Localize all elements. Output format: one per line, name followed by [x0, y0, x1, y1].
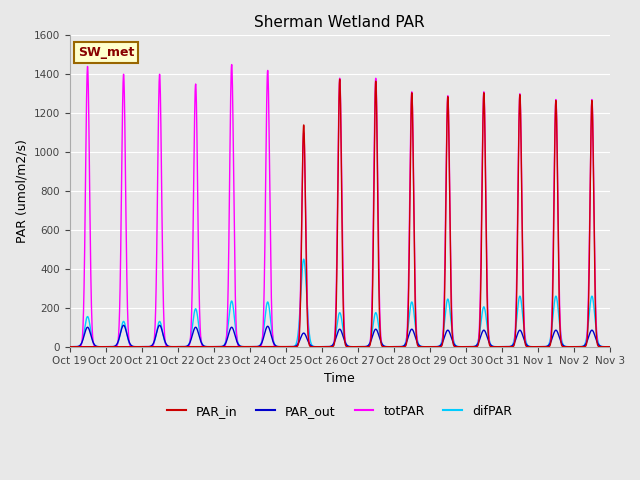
Legend: PAR_in, PAR_out, totPAR, difPAR: PAR_in, PAR_out, totPAR, difPAR — [163, 400, 517, 423]
Text: SW_met: SW_met — [77, 46, 134, 59]
X-axis label: Time: Time — [324, 372, 355, 385]
Y-axis label: PAR (umol/m2/s): PAR (umol/m2/s) — [15, 139, 28, 243]
Title: Sherman Wetland PAR: Sherman Wetland PAR — [255, 15, 425, 30]
